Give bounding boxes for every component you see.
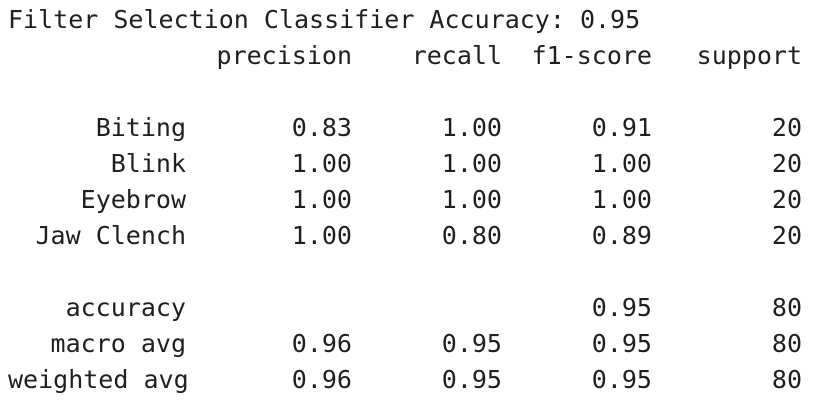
header-row: precision recall f1-score support	[8, 41, 814, 71]
row-precision: 0.96	[291, 329, 352, 358]
table-row: Biting 0.83 1.00 0.91 20	[8, 113, 814, 143]
row-label: accuracy	[65, 293, 186, 322]
row-f1-score: 0.95	[591, 293, 652, 322]
summary-row-accuracy: accuracy 0.95 80	[8, 293, 814, 323]
row-label: weighted avg	[8, 365, 189, 394]
row-recall: 0.95	[441, 365, 502, 394]
row-label: macro avg	[50, 329, 186, 358]
row-support: 20	[771, 221, 802, 250]
row-precision: 1.00	[291, 149, 352, 178]
row-label: Blink	[110, 149, 186, 178]
row-f1-score: 1.00	[591, 185, 652, 214]
row-f1-score: 0.91	[591, 113, 652, 142]
row-f1-score: 0.95	[591, 365, 652, 394]
classification-report: Filter Selection Classifier Accuracy: 0.…	[8, 0, 814, 401]
row-precision	[186, 293, 352, 323]
report-title: Filter Selection Classifier Accuracy: 0.…	[8, 5, 641, 34]
table-row: Jaw Clench 1.00 0.80 0.89 20	[8, 221, 814, 251]
row-support: 80	[771, 329, 802, 358]
row-support: 20	[771, 185, 802, 214]
table-row: Blink 1.00 1.00 1.00 20	[8, 149, 814, 179]
header-support: support	[696, 41, 802, 70]
row-support: 20	[771, 113, 802, 142]
row-recall	[352, 293, 502, 323]
row-support: 20	[771, 149, 802, 178]
row-f1-score: 1.00	[591, 149, 652, 178]
row-precision: 1.00	[291, 185, 352, 214]
row-recall: 1.00	[441, 149, 502, 178]
summary-row-weighted-avg: weighted avg 0.96 0.95 0.95 80	[8, 365, 814, 395]
summary-row-macro-avg: macro avg 0.96 0.95 0.95 80	[8, 329, 814, 359]
row-f1-score: 0.95	[591, 329, 652, 358]
row-f1-score: 0.89	[591, 221, 652, 250]
header-recall: recall	[411, 41, 502, 70]
row-support: 80	[771, 293, 802, 322]
row-label: Biting	[95, 113, 186, 142]
row-support: 80	[771, 365, 802, 394]
row-recall: 0.95	[441, 329, 502, 358]
row-recall: 1.00	[441, 113, 502, 142]
row-label: Eyebrow	[80, 185, 186, 214]
row-label: Jaw Clench	[35, 221, 186, 250]
header-f1-score: f1-score	[531, 41, 652, 70]
table-row: Eyebrow 1.00 1.00 1.00 20	[8, 185, 814, 215]
row-precision: 0.96	[291, 365, 352, 394]
row-precision: 0.83	[291, 113, 352, 142]
row-recall: 0.80	[441, 221, 502, 250]
header-precision: precision	[216, 41, 352, 70]
row-precision: 1.00	[291, 221, 352, 250]
row-recall: 1.00	[441, 185, 502, 214]
